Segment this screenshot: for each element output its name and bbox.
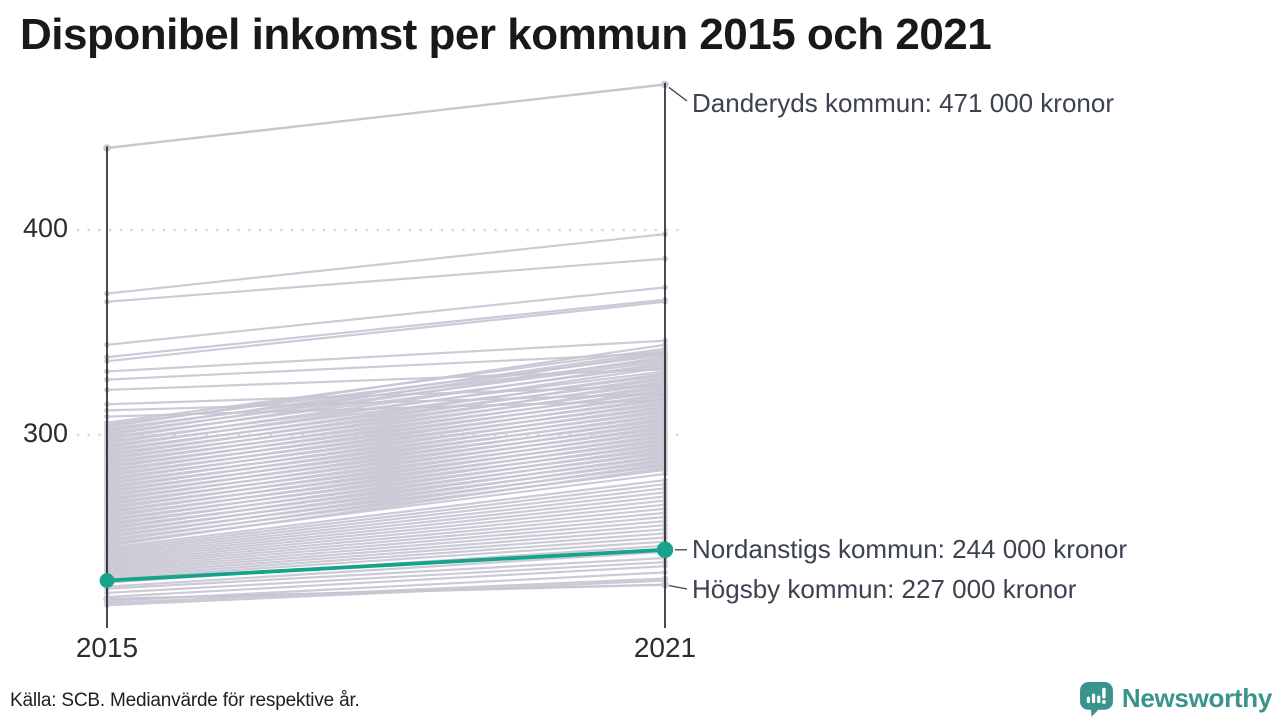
slope-line xyxy=(106,380,666,461)
slope-line xyxy=(106,356,666,441)
slope-line xyxy=(106,491,666,555)
slope-line xyxy=(106,528,666,574)
slope-line-danderyd xyxy=(106,83,666,150)
slope-line xyxy=(106,405,666,486)
y-axis-tick-400: 400 xyxy=(22,213,68,243)
slope-line xyxy=(106,417,666,498)
slope-line xyxy=(106,392,666,473)
annotation-danderyd: Danderyds kommun: 471 000 kronor xyxy=(692,88,1115,118)
x-axis-tick-2015: 2015 xyxy=(75,632,139,663)
slope-line xyxy=(106,532,666,576)
slope-line xyxy=(106,536,666,578)
slope-line xyxy=(106,442,666,523)
slope-line xyxy=(106,458,666,539)
slope-line xyxy=(106,495,666,558)
slope-line xyxy=(106,446,666,527)
slope-line xyxy=(106,257,666,303)
slope-line xyxy=(106,425,666,506)
slope-line xyxy=(106,300,666,363)
slope-line xyxy=(106,487,666,553)
slope-line xyxy=(106,351,666,437)
slope-line xyxy=(106,366,666,449)
slope-line xyxy=(106,429,666,510)
slope-line xyxy=(106,349,666,432)
slope-line xyxy=(106,499,666,560)
highlight-point xyxy=(656,541,674,558)
slope-line xyxy=(106,413,666,494)
x-axis-tick-2021: 2021 xyxy=(633,632,697,663)
slope-line xyxy=(106,409,666,490)
slope-line xyxy=(106,362,666,445)
slope-line xyxy=(106,561,666,594)
slope-line xyxy=(106,421,666,502)
slope-line xyxy=(106,511,666,566)
slope-line xyxy=(106,433,666,514)
slope-line xyxy=(106,286,666,346)
slope-line xyxy=(106,515,666,568)
slope-line xyxy=(106,388,666,469)
connector-hogsby xyxy=(668,585,688,590)
slope-line xyxy=(106,233,666,295)
bar-chart-speech-bubble-icon xyxy=(1079,682,1113,717)
slope-line xyxy=(106,343,666,428)
slope-line xyxy=(106,438,666,519)
slope-line xyxy=(106,466,666,547)
newsworthy-logo[interactable]: Newsworthy xyxy=(1078,680,1272,717)
slope-line-hogsby xyxy=(106,583,666,601)
connector-danderyd xyxy=(668,86,688,102)
slope-line xyxy=(106,450,666,531)
slope-line xyxy=(106,520,666,570)
slope-line xyxy=(106,524,666,572)
slope-line xyxy=(106,540,666,580)
annotation-nordanstig: Nordanstigs kommun: 244 000 kronor xyxy=(692,534,1128,564)
slope-line xyxy=(106,339,666,373)
slope-line xyxy=(106,565,666,599)
slope-line xyxy=(106,503,666,562)
slope-line xyxy=(106,384,666,465)
slope-line xyxy=(106,298,666,359)
chart-title: Disponibel inkomst per kommun 2015 och 2… xyxy=(20,10,992,59)
slope-line xyxy=(106,454,666,535)
y-axis-tick-300: 300 xyxy=(22,418,68,448)
slope-line xyxy=(106,483,666,551)
annotation-hogsby: Högsby kommun: 227 000 kronor xyxy=(692,574,1077,604)
source-note: Källa: SCB. Medianvärde för respektive å… xyxy=(10,690,360,711)
highlight-line-nordanstig xyxy=(106,547,666,583)
slope-line xyxy=(106,556,666,590)
slope-line xyxy=(106,479,666,549)
slope-line xyxy=(106,507,666,564)
slope-line xyxy=(106,462,666,543)
highlight-point xyxy=(99,573,115,588)
slope-line xyxy=(106,550,666,588)
slope-line xyxy=(106,372,666,453)
slope-line xyxy=(106,376,666,457)
slope-line xyxy=(106,397,666,478)
slope-line xyxy=(106,401,666,482)
newsworthy-wordmark: Newsworthy xyxy=(1121,683,1272,713)
